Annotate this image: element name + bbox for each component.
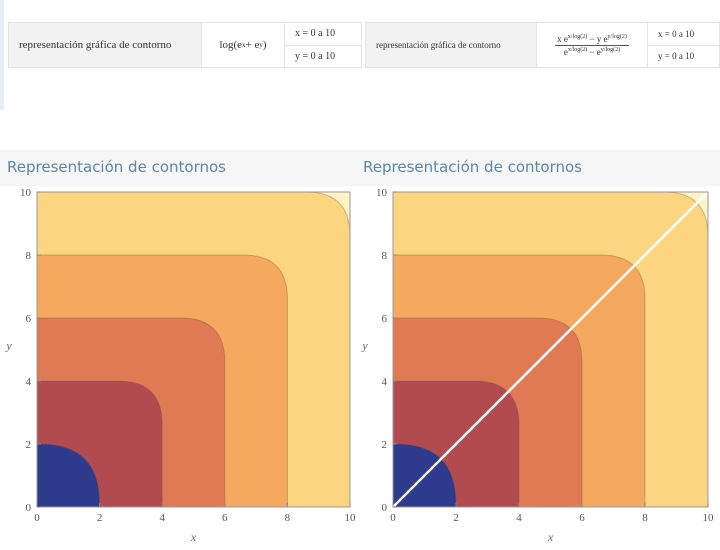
- y-axis-label: y: [5, 339, 12, 353]
- query-bar: representación gráfica de contorno x ex/…: [365, 22, 720, 68]
- range: y = 0 a 10: [285, 44, 361, 68]
- fraction: x ex/log(2) − y ey/log(2) ex/log(2) − ey…: [555, 34, 629, 57]
- x-tick-label: 0: [34, 512, 40, 524]
- x-tick-label: 8: [285, 512, 291, 524]
- x-tick-label: 4: [159, 512, 165, 524]
- expr-text: − y e: [587, 33, 608, 44]
- y-tick-label: 4: [26, 376, 32, 388]
- plot-frame: [36, 191, 351, 508]
- range: y = 0 a 10: [648, 44, 719, 68]
- expr-text: − e: [587, 46, 601, 57]
- y-tick-label: 0: [382, 502, 388, 514]
- expr-sup: y/log(2): [607, 33, 627, 40]
- x-tick-label: 0: [390, 512, 396, 524]
- x-tick-label: 6: [222, 512, 228, 524]
- plot-title: Representación de contornos: [363, 158, 582, 176]
- y-tick-label: 8: [382, 250, 388, 262]
- title-band: [0, 150, 720, 186]
- x-tick-label: 6: [579, 512, 585, 524]
- expr-text: x e: [557, 33, 568, 44]
- x-tick-label: 10: [703, 512, 715, 524]
- expr-sup: x/log(2): [567, 33, 588, 40]
- sidebar: [0, 0, 4, 110]
- expr-sup: y/log(2): [600, 46, 621, 53]
- expr-text: + e: [245, 39, 260, 51]
- y-tick-label: 2: [382, 439, 388, 451]
- y-tick-label: 4: [382, 376, 388, 388]
- plot-frame: [392, 191, 709, 508]
- expr-text: e: [563, 46, 568, 57]
- x-axis-label: x: [547, 530, 554, 544]
- y-tick-label: 2: [26, 439, 32, 451]
- x-tick-label: 2: [453, 512, 459, 524]
- y-axis-label: y: [361, 339, 368, 353]
- y-tick-label: 10: [20, 187, 32, 199]
- query-ranges: x = 0 a 10 y = 0 a 10: [285, 23, 361, 67]
- denominator: ex/log(2) − ey/log(2): [564, 46, 620, 57]
- expr-sup: y: [259, 41, 263, 49]
- x-axis-label: x: [190, 530, 197, 544]
- expr-sup: x/log(2): [567, 46, 588, 53]
- x-tick-label: 10: [345, 512, 357, 524]
- range: x = 0 a 10: [658, 28, 695, 39]
- query-label: representación gráfica de contorno: [9, 23, 202, 67]
- query-label: representación gráfica de contorno: [366, 23, 537, 67]
- query-bar: representación gráfica de contorno log(e…: [8, 22, 362, 68]
- x-tick-label: 8: [642, 512, 648, 524]
- query-expression: x ex/log(2) − y ey/log(2) ex/log(2) − ey…: [537, 23, 648, 67]
- y-tick-label: 8: [26, 250, 32, 262]
- diagonal-line: [392, 191, 709, 508]
- y-tick-label: 10: [376, 187, 388, 199]
- plot-title: Representación de contornos: [7, 158, 226, 176]
- x-tick-label: 2: [97, 512, 103, 524]
- y-tick-label: 0: [26, 502, 32, 514]
- numerator: x ex/log(2) − y ey/log(2): [555, 34, 629, 46]
- query-ranges: x = 0 a 10 y = 0 a 10: [648, 23, 719, 67]
- expr-text: ): [262, 39, 267, 51]
- expr-text: log(e: [219, 39, 243, 51]
- y-tick-label: 6: [382, 313, 388, 325]
- expr-sup: x: [242, 41, 246, 49]
- y-tick-label: 6: [26, 313, 32, 325]
- query-expression: log(e x + e y): [202, 23, 285, 67]
- x-tick-label: 4: [516, 512, 522, 524]
- range: x = 0 a 10: [295, 28, 336, 40]
